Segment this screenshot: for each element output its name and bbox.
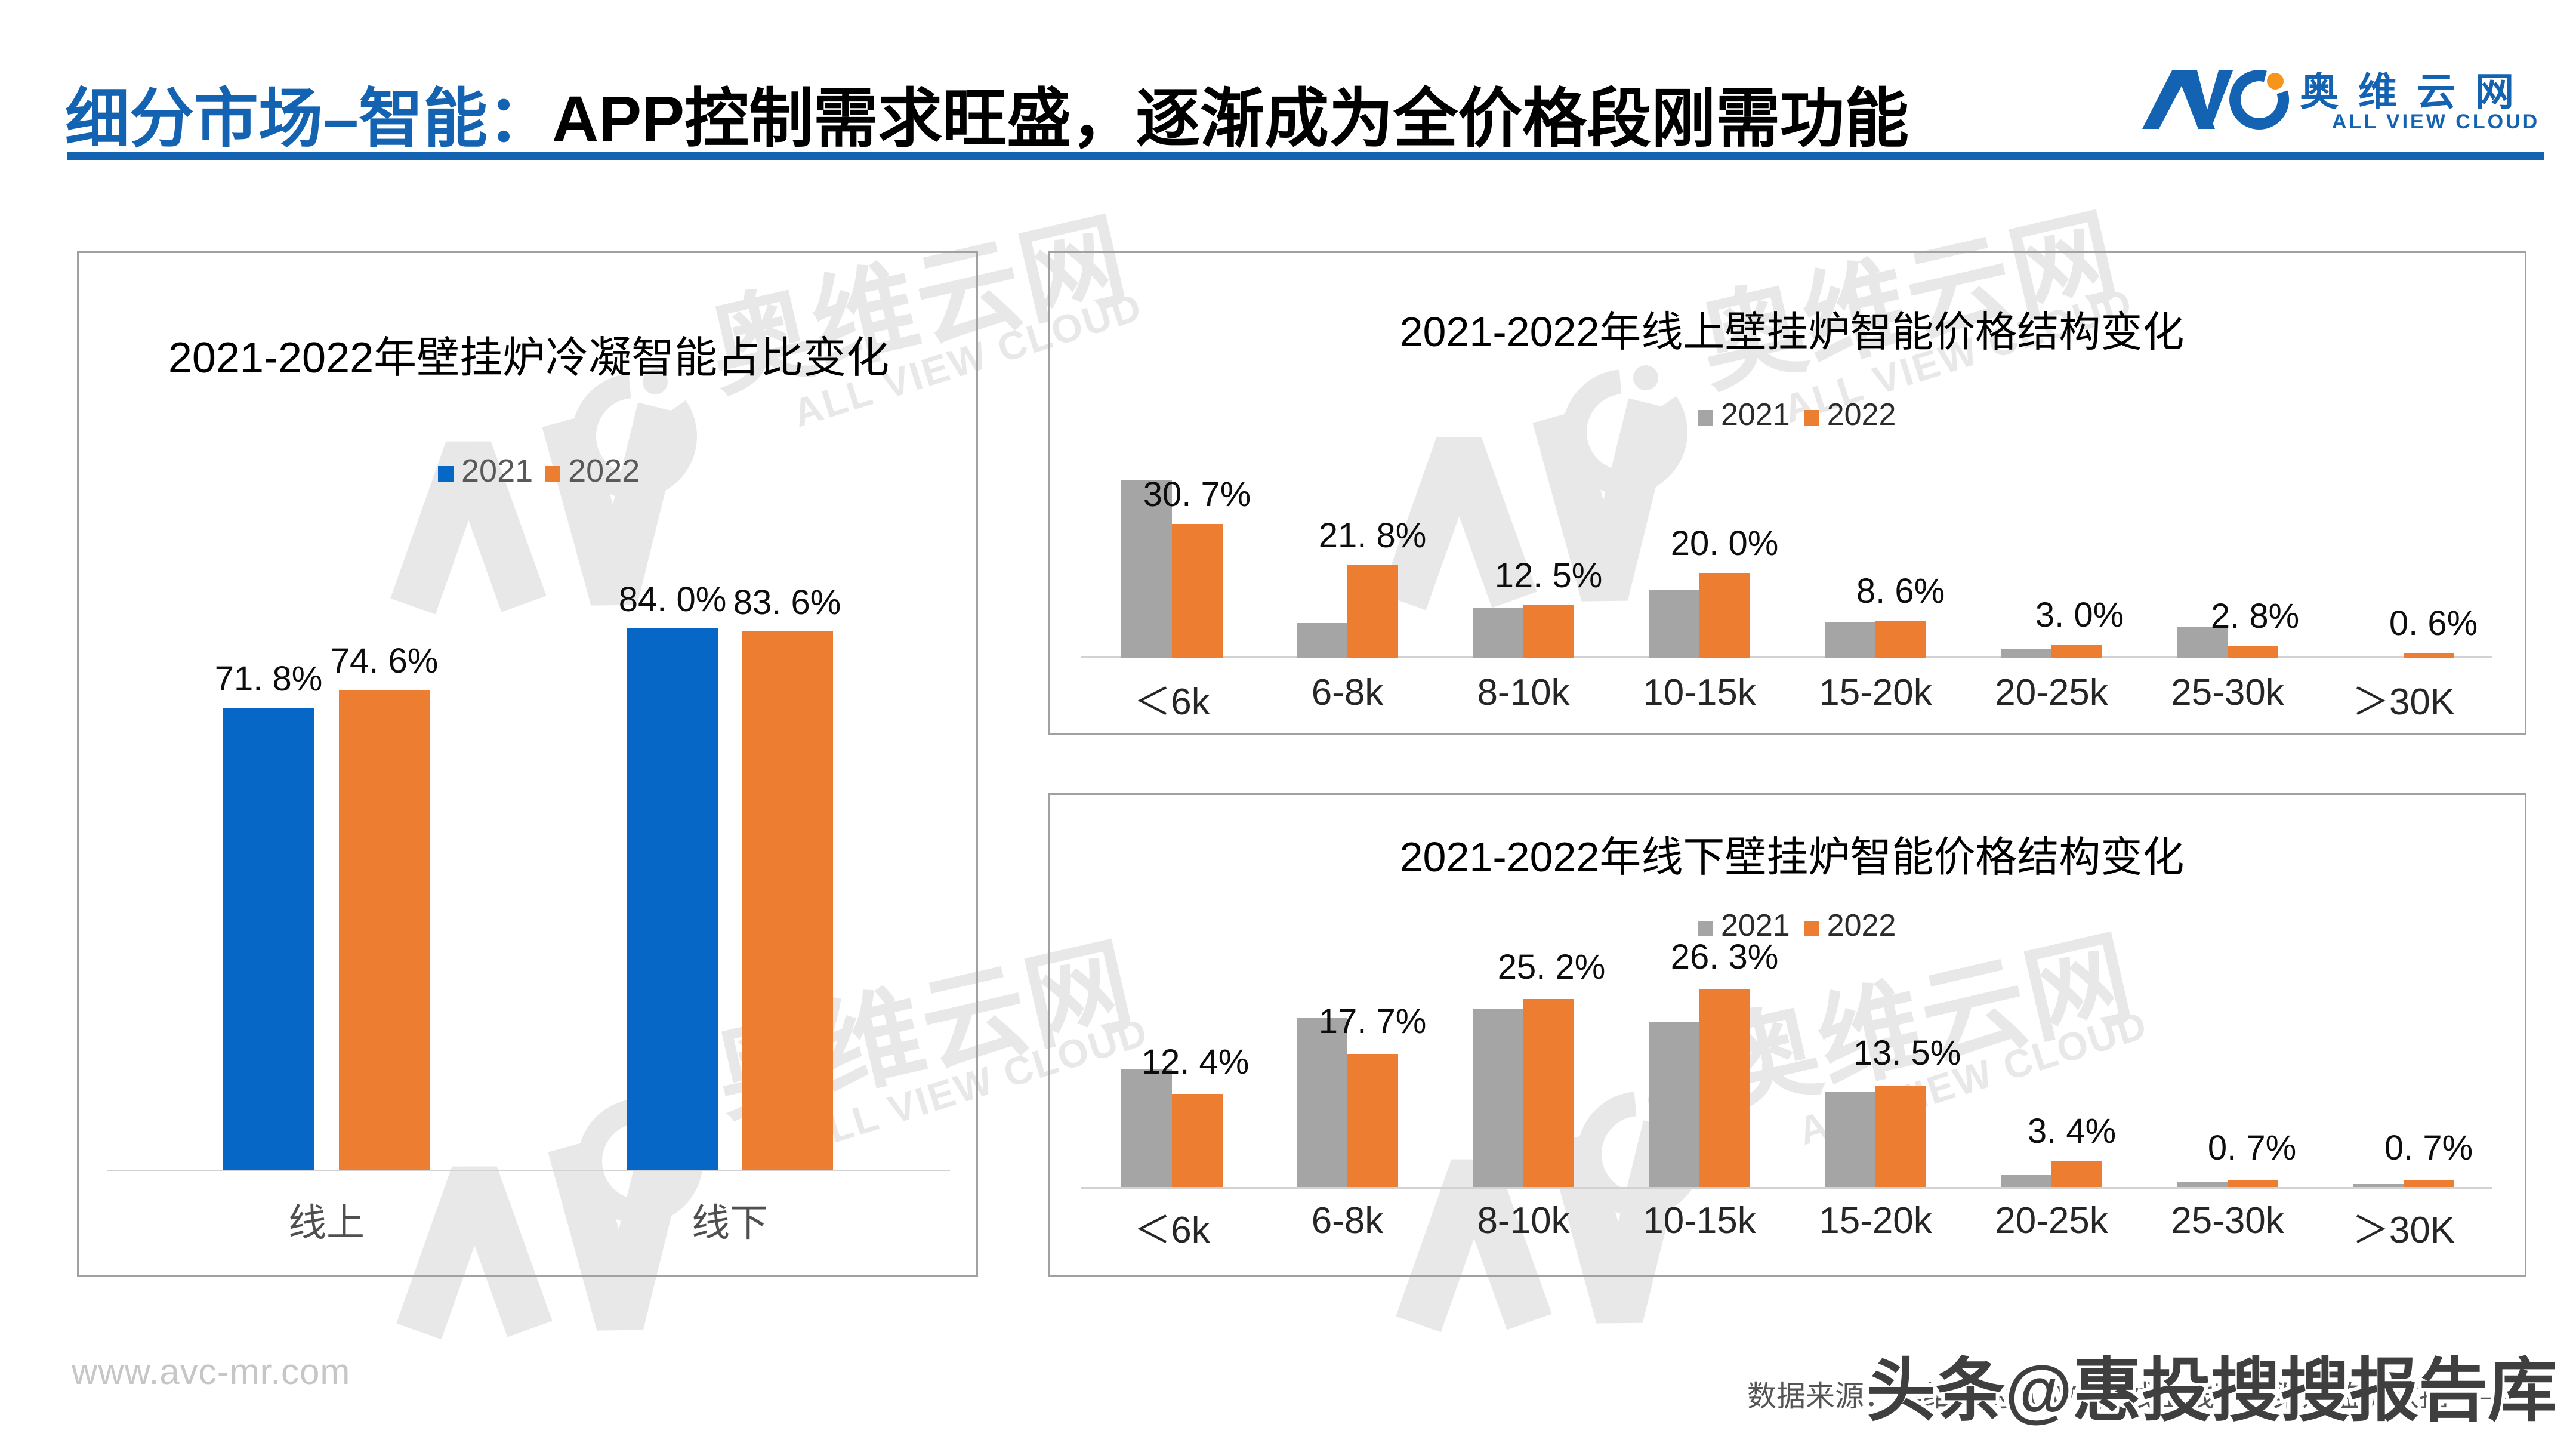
svg-text:奥维云网: 奥维云网 (2300, 70, 2534, 113)
svg-text:ALL VIEW CLOUD: ALL VIEW CLOUD (2332, 110, 2540, 133)
